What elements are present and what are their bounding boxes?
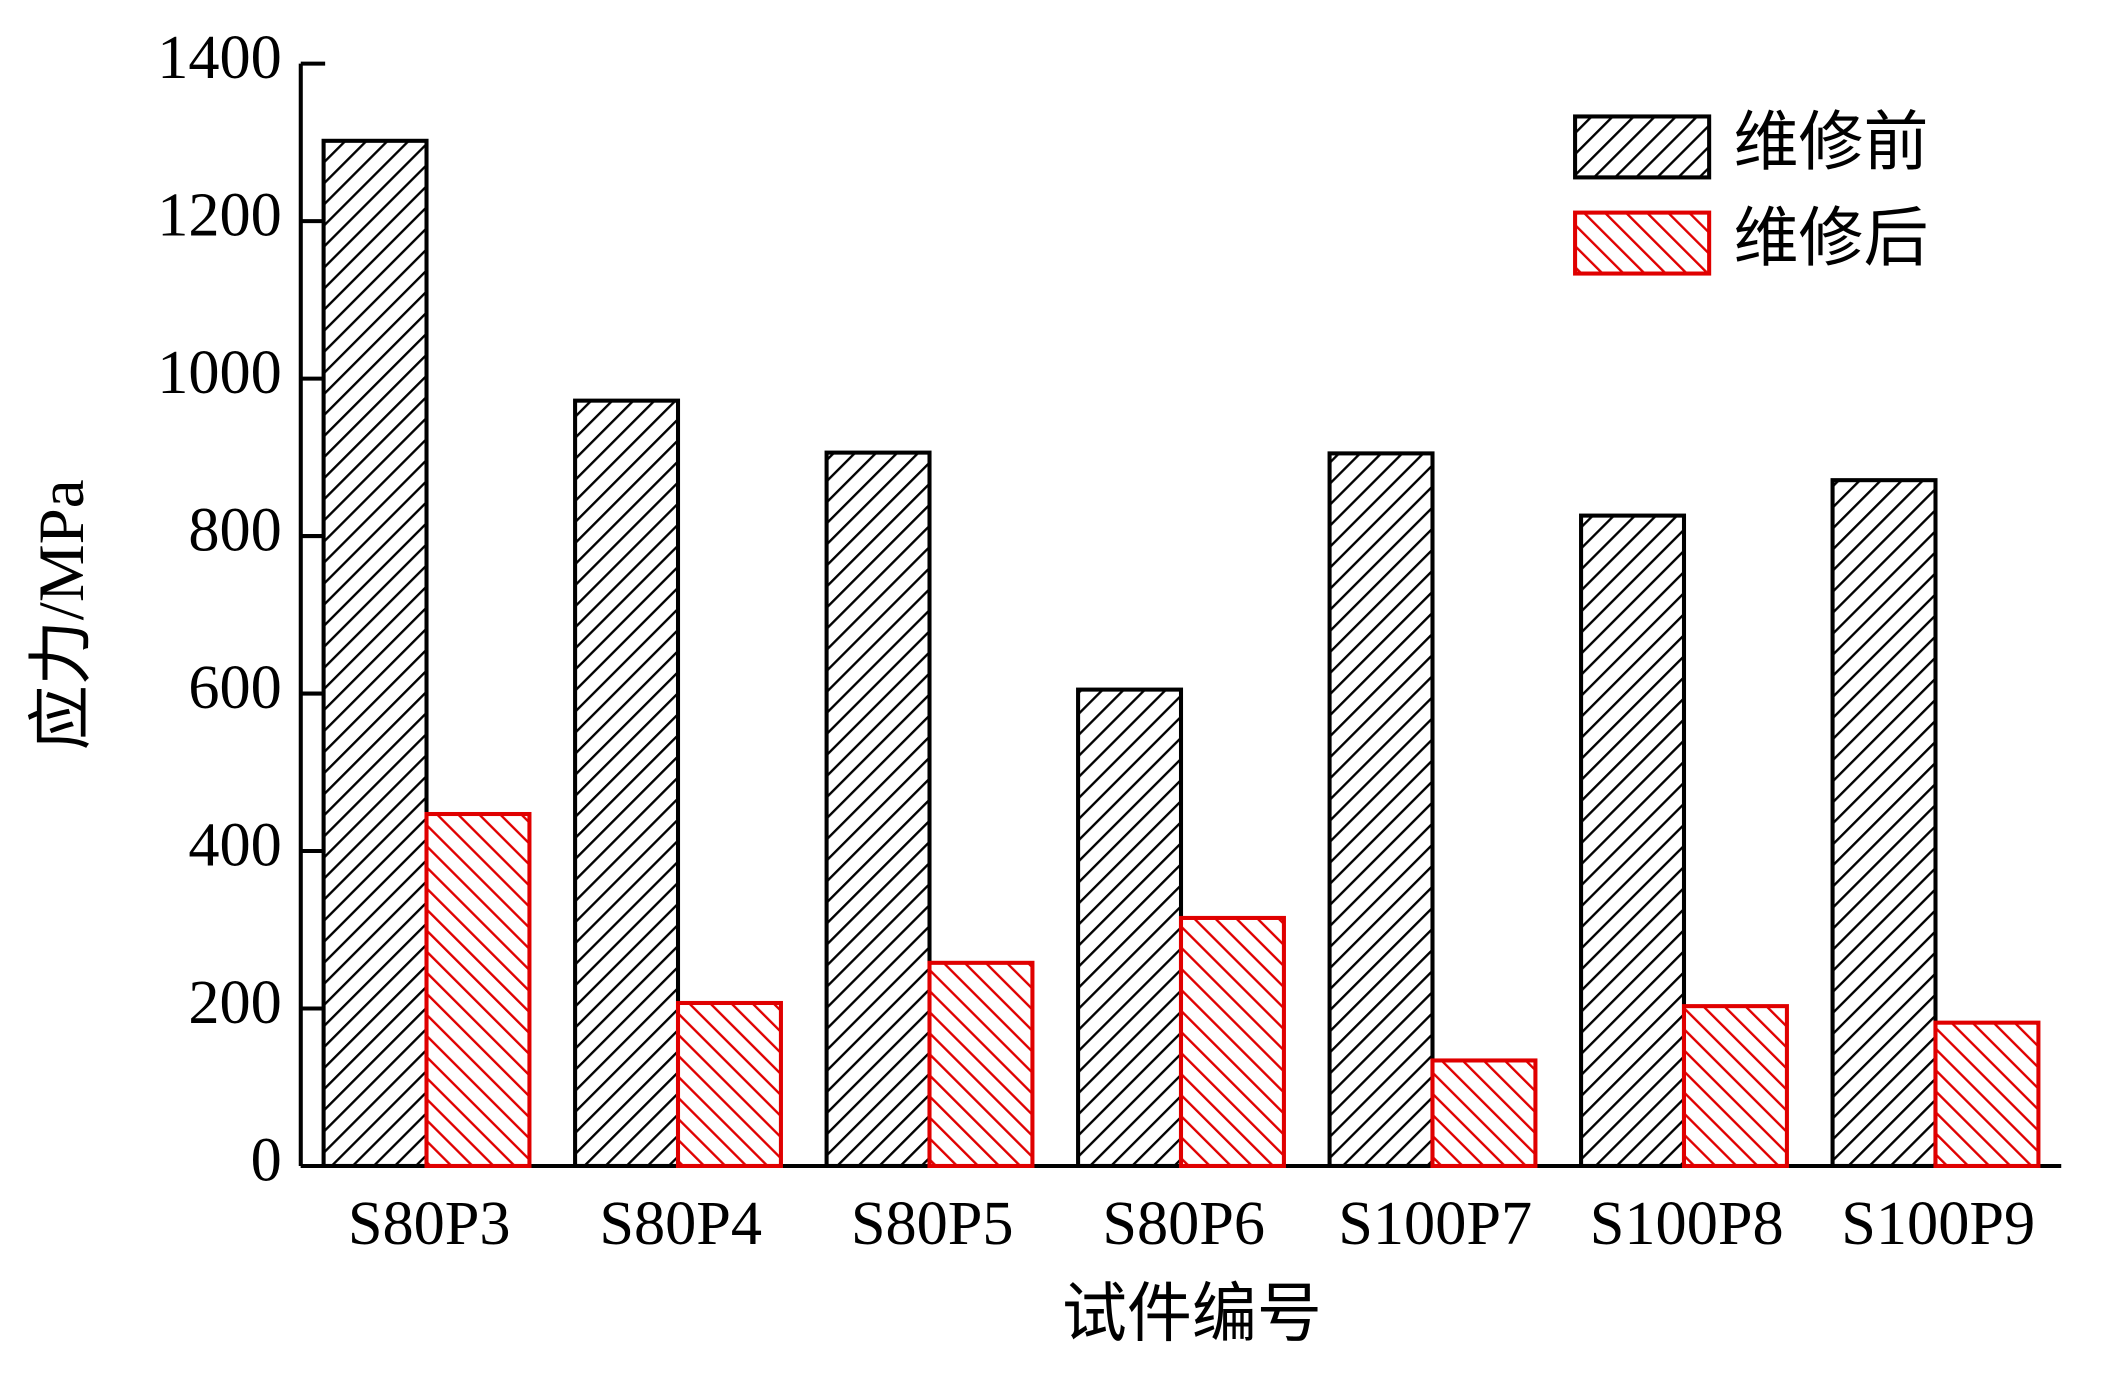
y-tick-label: 0 <box>251 1125 282 1194</box>
x-tick-label: S100P9 <box>1841 1189 2035 1258</box>
bar <box>1327 451 1435 1169</box>
y-tick-label: 600 <box>188 653 281 722</box>
y-axis-label: 应力/MPa <box>26 479 98 750</box>
bar <box>1076 687 1184 1169</box>
y-tick-label: 400 <box>188 810 281 879</box>
bar <box>1430 1058 1538 1169</box>
bar <box>424 811 532 1169</box>
x-tick-label: S100P8 <box>1590 1189 1784 1258</box>
x-tick-label: S80P6 <box>1102 1189 1265 1258</box>
x-tick-label: S80P5 <box>851 1189 1014 1258</box>
legend-label: 维修后 <box>1734 203 1929 275</box>
x-tick-label: S80P4 <box>599 1189 762 1258</box>
bar <box>927 960 1035 1169</box>
y-tick-label: 1000 <box>157 338 282 407</box>
bar <box>573 398 681 1169</box>
x-axis-label: 试件编号 <box>1062 1278 1322 1350</box>
legend-swatch <box>1573 210 1712 276</box>
bar <box>1178 915 1286 1169</box>
bar <box>321 138 429 1169</box>
bar <box>824 450 932 1169</box>
y-tick-label: 200 <box>188 968 281 1037</box>
bar <box>1681 1004 1789 1169</box>
bar <box>675 1000 783 1169</box>
x-tick-label: S100P7 <box>1338 1189 1532 1258</box>
legend-label: 维修前 <box>1734 107 1929 179</box>
legend-swatch <box>1573 114 1712 180</box>
x-tick-label: S80P3 <box>348 1189 511 1258</box>
y-tick-label: 1200 <box>157 180 282 249</box>
bar <box>1933 1020 2041 1169</box>
bar <box>1830 478 1938 1169</box>
bar <box>1579 513 1687 1169</box>
y-tick-label: 1400 <box>157 23 282 92</box>
y-tick-label: 800 <box>188 495 281 564</box>
